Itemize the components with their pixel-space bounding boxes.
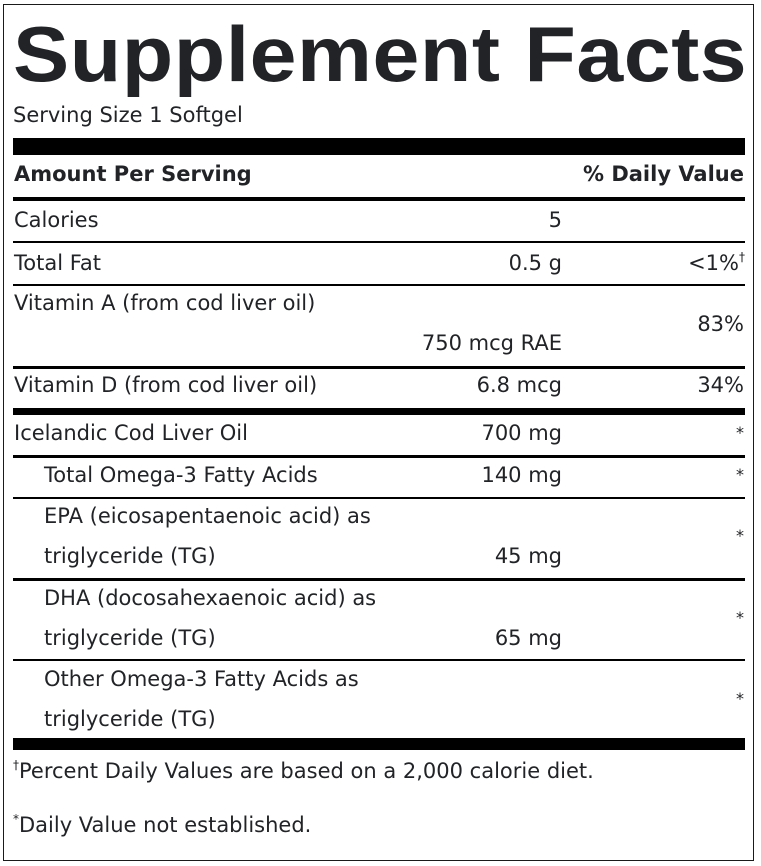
serving-size: Serving Size 1 Softgel bbox=[13, 103, 243, 127]
ingredient-row-dha: DHA (docosahexaenoic acid) as triglyceri… bbox=[13, 586, 745, 662]
nutrient-name: Vitamin A (from cod liver oil) bbox=[14, 291, 316, 315]
ingredient-name-line1: Other Omega-3 Fatty Acids as bbox=[44, 667, 359, 691]
daily-value-not-established: * bbox=[736, 465, 744, 484]
row-divider bbox=[13, 366, 745, 369]
daily-value-not-established: * bbox=[736, 689, 744, 708]
nutrient-amount: 6.8 mcg bbox=[476, 373, 562, 397]
label-title: Supplement Facts bbox=[13, 10, 748, 98]
nutrient-daily-value: <1%† bbox=[688, 250, 745, 275]
nutrient-row-vitamin-a: Vitamin A (from cod liver oil) 750 mcg R… bbox=[13, 291, 745, 361]
star-mark: * bbox=[13, 812, 19, 826]
nutrient-name: Total Fat bbox=[14, 251, 101, 275]
thick-divider-top bbox=[13, 138, 745, 155]
ingredient-amount: 45 mg bbox=[494, 544, 562, 568]
thick-divider-middle bbox=[13, 408, 745, 415]
ingredient-name: Total Omega-3 Fatty Acids bbox=[44, 463, 318, 487]
row-divider bbox=[13, 284, 745, 286]
ingredient-name: Icelandic Cod Liver Oil bbox=[14, 421, 248, 445]
ingredient-name-line2: triglyceride (TG) bbox=[44, 707, 216, 731]
ingredient-name-line1: EPA (eicosapentaenoic acid) as bbox=[44, 504, 371, 528]
nutrient-amount: 0.5 g bbox=[508, 251, 562, 275]
row-divider bbox=[13, 659, 745, 661]
nutrient-daily-value: 83% bbox=[697, 312, 744, 336]
row-divider bbox=[13, 497, 745, 499]
nutrient-amount: 5 bbox=[548, 208, 562, 232]
ingredient-amount: 700 mg bbox=[481, 421, 562, 445]
ingredient-amount: 140 mg bbox=[481, 463, 562, 487]
ingredient-name-line1: DHA (docosahexaenoic acid) as bbox=[44, 586, 377, 610]
supplement-facts-panel: Supplement Facts Serving Size 1 Softgel … bbox=[3, 4, 754, 861]
row-divider bbox=[13, 241, 745, 243]
footnote-star-text: Daily Value not established. bbox=[19, 813, 312, 837]
amount-per-serving-header: Amount Per Serving bbox=[14, 162, 252, 186]
dagger-mark: † bbox=[13, 758, 19, 772]
header-divider bbox=[13, 197, 745, 201]
row-divider bbox=[13, 578, 745, 581]
ingredient-row-other-omega-3: Other Omega-3 Fatty Acids as triglycerid… bbox=[13, 667, 745, 743]
footnote-dagger-text: Percent Daily Values are based on a 2,00… bbox=[19, 759, 594, 783]
ingredient-name-line2: triglyceride (TG) bbox=[44, 626, 216, 650]
nutrient-name: Vitamin D (from cod liver oil) bbox=[14, 373, 318, 397]
dagger-mark: † bbox=[739, 250, 745, 264]
footnote-daily-value: †Percent Daily Values are based on a 2,0… bbox=[13, 758, 594, 783]
thick-divider-bottom bbox=[13, 738, 745, 750]
daily-value-header: % Daily Value bbox=[582, 162, 744, 186]
daily-value-text: <1% bbox=[688, 251, 739, 275]
nutrient-daily-value: 34% bbox=[697, 373, 744, 397]
daily-value-not-established: * bbox=[736, 526, 744, 545]
ingredient-amount: 65 mg bbox=[494, 626, 562, 650]
ingredient-name-line2: triglyceride (TG) bbox=[44, 544, 216, 568]
ingredient-row-epa: EPA (eicosapentaenoic acid) as triglycer… bbox=[13, 504, 745, 580]
daily-value-not-established: * bbox=[736, 608, 744, 627]
row-divider bbox=[13, 455, 745, 458]
nutrient-name: Calories bbox=[14, 208, 99, 232]
daily-value-not-established: * bbox=[736, 423, 744, 442]
nutrient-amount: 750 mcg RAE bbox=[421, 331, 562, 355]
footnote-not-established: *Daily Value not established. bbox=[13, 812, 312, 837]
